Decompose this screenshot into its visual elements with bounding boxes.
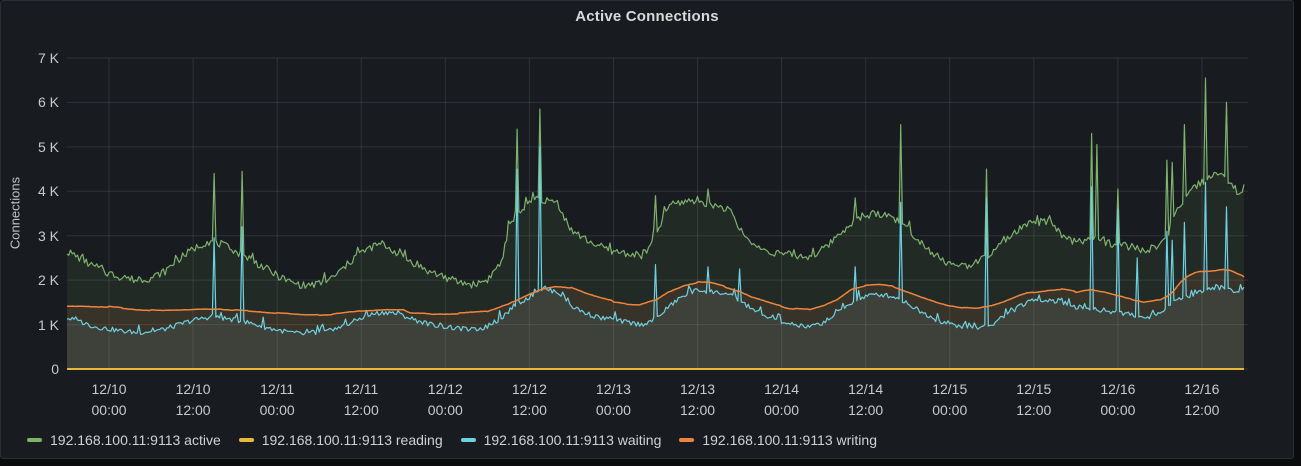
legend-swatch-waiting (460, 438, 476, 442)
legend-label: 192.168.100.11:9113 active (50, 432, 221, 448)
legend-swatch-reading (238, 438, 254, 442)
y-tick-label: 3 K (37, 227, 59, 244)
series-writing-fill (67, 269, 1244, 369)
y-tick-label: 7 K (37, 50, 59, 66)
legend-item-waiting[interactable]: 192.168.100.11:9113 waiting (460, 432, 662, 448)
y-tick-label: 6 K (37, 94, 59, 111)
x-tick-label: 12/11 00:00 (259, 381, 295, 418)
x-tick-label: 12/16 12:00 (1184, 381, 1220, 418)
x-tick-label: 12/14 00:00 (764, 381, 800, 418)
legend-item-writing[interactable]: 192.168.100.11:9113 writing (679, 432, 877, 448)
x-tick-label: 12/12 00:00 (427, 381, 463, 418)
panel-title[interactable]: Active Connections (575, 8, 719, 25)
x-tick-label: 12/13 12:00 (680, 381, 716, 418)
legend-item-reading[interactable]: 192.168.100.11:9113 reading (238, 432, 443, 448)
series-waiting-fill (67, 146, 1244, 369)
legend-swatch-active (27, 438, 42, 442)
legend-item-active[interactable]: 192.168.100.11:9113 active (27, 432, 221, 448)
x-tick-label: 12/15 00:00 (932, 381, 968, 418)
y-tick-label: 2 K (37, 272, 59, 289)
y-tick-label: 1 K (37, 316, 59, 333)
x-tick-label: 12/12 12:00 (511, 381, 547, 418)
series-active-line (66, 77, 1245, 289)
legend-swatch-writing (679, 438, 695, 442)
legend-label: 192.168.100.11:9113 waiting (483, 432, 662, 448)
x-tick-label: 12/14 12:00 (848, 381, 884, 418)
legend-label: 192.168.100.11:9113 reading (261, 432, 443, 448)
x-tick-label: 12/15 12:00 (1016, 381, 1052, 418)
legend-label: 192.168.100.11:9113 writing (702, 432, 877, 448)
y-tick-label: 0 (51, 361, 59, 377)
x-tick-label: 12/16 00:00 (1100, 381, 1136, 418)
y-tick-label: 4 K (37, 183, 59, 200)
x-tick-label: 12/10 00:00 (91, 381, 127, 418)
y-tick-label: 5 K (37, 138, 59, 155)
series-waiting-line (66, 146, 1245, 336)
x-tick-label: 12/10 12:00 (175, 381, 211, 418)
x-tick-label: 12/11 12:00 (343, 381, 379, 418)
x-tick-label: 12/13 00:00 (595, 381, 631, 418)
series-writing-line (66, 268, 1245, 316)
legend: 192.168.100.11:9113 active 192.168.100.11… (27, 430, 877, 450)
series-active-fill (67, 78, 1244, 369)
